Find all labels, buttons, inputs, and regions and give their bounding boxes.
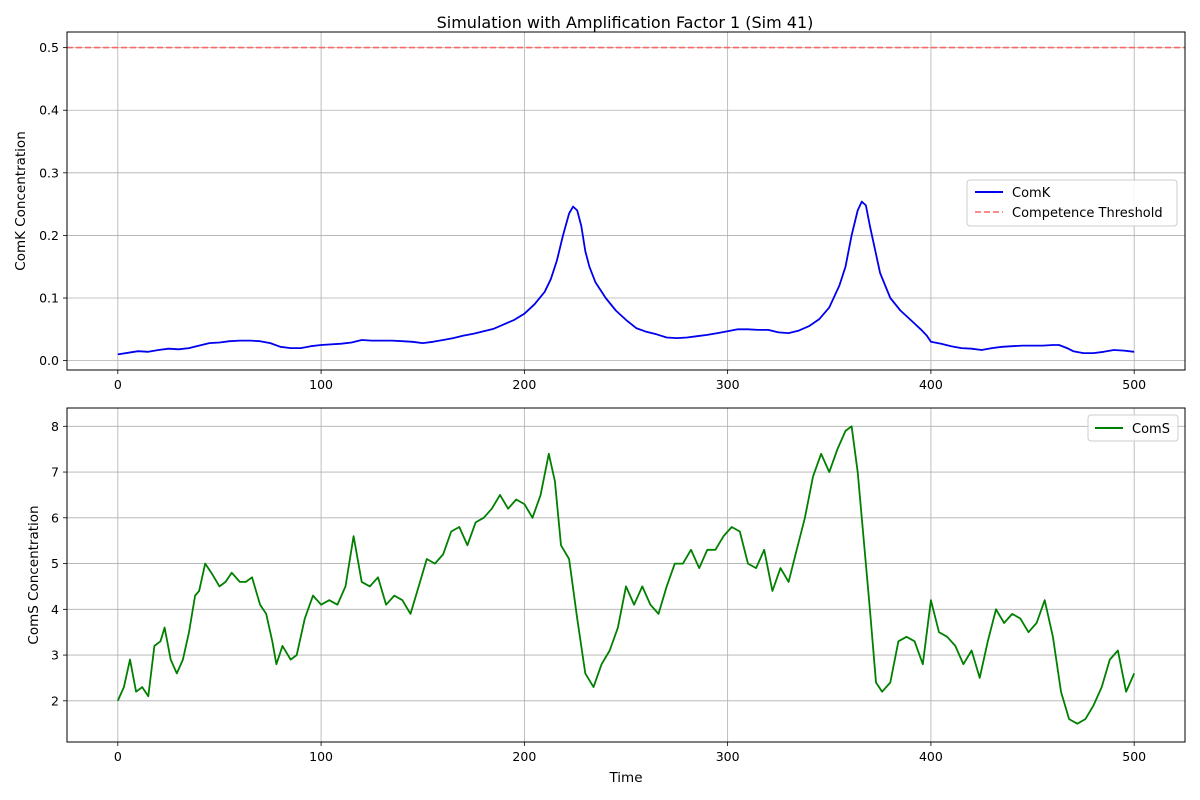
coms-y-tick-label: 8: [51, 419, 59, 434]
coms-ticks: 0 100 200 300 400 500 2 3 4 5 6 7 8: [51, 419, 1146, 764]
comk-x-tick-label: 300: [716, 377, 740, 392]
coms-y-tick-label: 5: [51, 556, 59, 571]
coms-x-tick-label: 100: [309, 749, 333, 764]
series-line-coms: [116, 425, 1136, 725]
comk-x-tick-label: 200: [512, 377, 536, 392]
coms-series: [116, 425, 1136, 725]
comk-y-tick-label: 0.0: [39, 353, 59, 368]
coms-x-tick-label: 500: [1122, 749, 1146, 764]
coms-plot-frame: [66, 407, 1186, 743]
series-line-comk: [117, 200, 1135, 356]
comk-x-tick-label: 500: [1122, 377, 1146, 392]
comk-legend-box: [966, 179, 1178, 227]
comk-legend: ComK Competence Threshold: [966, 179, 1178, 227]
coms-legend: ComS: [1087, 414, 1179, 442]
comk-y-axis-label: ComK Concentration: [13, 131, 29, 270]
coms-x-tick-label: 0: [114, 749, 122, 764]
coms-y-axis-label: ComS Concentration: [26, 505, 42, 644]
comk-y-tick-label: 0.3: [39, 165, 59, 180]
coms-legend-box: [1087, 414, 1179, 442]
comk-x-tick-label: 100: [309, 377, 333, 392]
coms-y-tick-label: 4: [51, 602, 59, 617]
coms-x-tick-label: 200: [512, 749, 536, 764]
comk-x-tick-label: 400: [919, 377, 943, 392]
coms-grid: [67, 408, 1185, 742]
coms-plot-area: [67, 408, 1185, 742]
coms-y-tick-label: 6: [51, 510, 59, 525]
coms-panel: 0 100 200 300 400 500 2 3 4 5 6 7 8 ComS Concentrati…: [26, 407, 1186, 786]
coms-x-tick-label: 400: [919, 749, 943, 764]
legend-label-competence-threshold: Competence Threshold: [1012, 206, 1163, 221]
coms-y-tick-label: 3: [51, 648, 59, 663]
comk-ticks: 0 100 200 300 400 500 0.0 0.1 0.2 0.3 0.4 0.5: [39, 40, 1146, 392]
chart-title: Simulation with Amplification Factor 1 (…: [437, 13, 814, 32]
comk-y-tick-label: 0.2: [39, 228, 59, 243]
coms-x-tick-label: 300: [716, 749, 740, 764]
comk-panel: Simulation with Amplification Factor 1 (…: [13, 13, 1186, 392]
coms-y-tick-label: 7: [51, 465, 59, 480]
comk-y-tick-label: 0.1: [39, 291, 59, 306]
coms-y-tick-label: 2: [51, 693, 59, 708]
comk-y-tick-label: 0.4: [39, 103, 59, 118]
comk-series: [67, 46, 1185, 356]
legend-label-coms: ComS: [1132, 422, 1170, 437]
x-axis-label: Time: [608, 770, 642, 786]
comk-x-tick-label: 0: [114, 377, 122, 392]
comk-plot-frame: [66, 31, 1186, 371]
legend-label-comk: ComK: [1012, 186, 1051, 201]
comk-y-tick-label: 0.5: [39, 40, 59, 55]
